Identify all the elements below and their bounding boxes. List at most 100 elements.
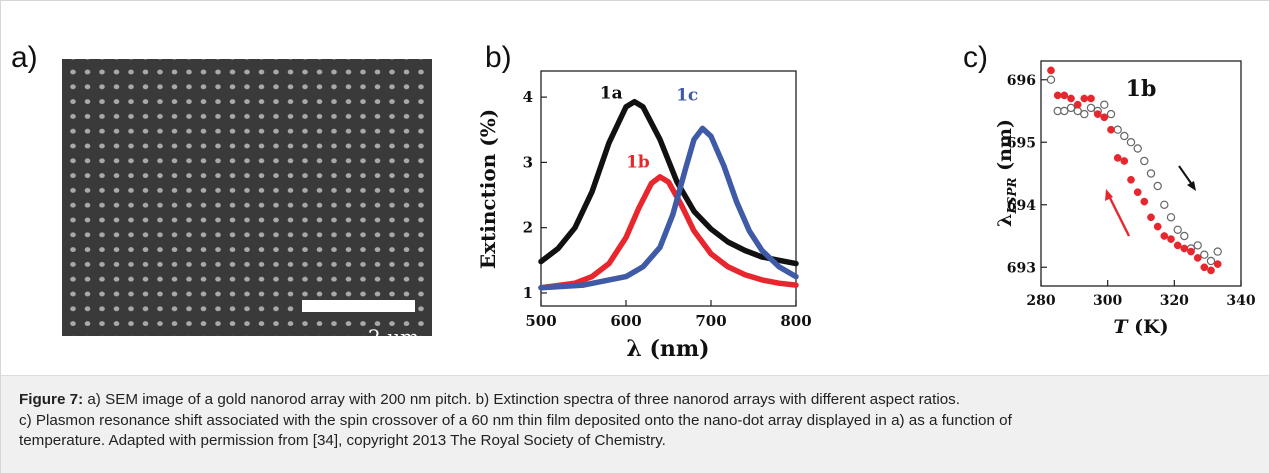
lspr-point-heating	[1160, 200, 1169, 209]
lspr-point-heating	[1206, 256, 1216, 266]
lspr-point-heating	[1200, 250, 1209, 259]
lspr-point-cooling	[1127, 175, 1135, 184]
lspr-chart: 280 300 320 340 693 694 695 696 1b T (K) λLSPR…	[994, 60, 1256, 338]
extinction-chart: 500 600 700 800 1 2 3 4 1a 1b 1c λ (nm) Extincti…	[476, 70, 811, 362]
lspr-point-heating	[1046, 75, 1056, 84]
caption-line-3: temperature. Adapted with permission fro…	[19, 432, 666, 449]
extinction-x-tick-label: 700	[695, 312, 726, 330]
extinction-y-tick-label: 1	[523, 284, 533, 302]
lspr-point-cooling	[1113, 154, 1122, 162]
lspr-point-cooling	[1160, 232, 1169, 240]
lspr-point-heating	[1126, 137, 1136, 147]
lspr-point-cooling	[1093, 110, 1102, 118]
lspr-y-axis-label: λLSPR (nm)	[994, 119, 1019, 227]
extinction-series-1c	[538, 125, 799, 291]
extinction-y-tick-label: 4	[523, 88, 533, 106]
lspr-point-cooling	[1087, 94, 1095, 103]
lspr-point-heating	[1066, 103, 1076, 113]
lspr-point-heating	[1173, 225, 1182, 234]
lspr-point-cooling	[1153, 222, 1162, 231]
lspr-point-heating	[1133, 144, 1142, 153]
lspr-y-tick-label: 694	[1007, 198, 1036, 214]
lspr-point-cooling	[1200, 263, 1209, 272]
lspr-point-heating	[1113, 125, 1122, 134]
lspr-x-tick-label: 320	[1160, 293, 1189, 309]
extinction-x-axis-label: λ (nm)	[626, 336, 709, 362]
panel-label-c: c)	[963, 41, 988, 74]
lspr-point-cooling	[1180, 244, 1189, 253]
extinction-series-1a	[538, 98, 799, 267]
lspr-x-tick-label: 280	[1026, 293, 1055, 309]
figure-caption: Figure 7: a) SEM image of a gold nanorod…	[1, 375, 1269, 473]
panel-label-b: b)	[485, 41, 512, 74]
lspr-point-heating	[1213, 247, 1222, 256]
caption-text: Figure 7: a) SEM image of a gold nanorod…	[19, 390, 1249, 452]
lspr-y-axis-sub: LSPR	[1005, 178, 1019, 215]
lspr-annotation: 1b	[1126, 76, 1157, 102]
extinction-series-1b	[538, 174, 799, 291]
extinction-plot-frame	[540, 70, 797, 307]
lspr-y-axis-unit: (nm)	[994, 119, 1016, 178]
lspr-point-cooling	[1173, 241, 1182, 250]
extinction-series-label-1a: 1a	[600, 83, 623, 103]
panel-label-a: a)	[11, 41, 38, 74]
lspr-point-heating	[1120, 131, 1129, 141]
lspr-point-cooling	[1140, 197, 1149, 206]
lspr-x-tick-label: 300	[1093, 293, 1122, 309]
lspr-point-cooling	[1047, 66, 1055, 75]
lspr-point-cooling	[1067, 94, 1075, 103]
sem-image: 2 μm	[62, 59, 432, 336]
lspr-point-heating	[1180, 231, 1189, 241]
caption-line-1: a) SEM image of a gold nanorod array wit…	[83, 391, 960, 408]
caption-figure-label: Figure 7:	[19, 391, 84, 408]
extinction-series-label-1b: 1b	[626, 153, 650, 173]
lspr-point-cooling	[1080, 94, 1089, 103]
lspr-y-tick-label: 695	[1007, 135, 1036, 151]
lspr-point-heating	[1060, 106, 1069, 116]
lspr-point-cooling	[1193, 254, 1202, 262]
lspr-point-cooling	[1100, 113, 1109, 122]
lspr-point-cooling	[1147, 213, 1155, 222]
extinction-x-tick-label: 600	[610, 312, 641, 330]
lspr-point-cooling	[1187, 247, 1195, 256]
caption-line-2: c) Plasmon resonance shift associated wi…	[19, 411, 1012, 429]
lspr-x-axis-label: T (K)	[1113, 316, 1168, 338]
sem-scale-label: 2 μm	[368, 325, 419, 336]
lspr-point-heating	[1193, 241, 1202, 250]
extinction-y-tick-label: 2	[523, 219, 533, 237]
heating-arrow	[1178, 165, 1196, 191]
lspr-point-heating	[1140, 156, 1149, 166]
lspr-point-heating	[1080, 109, 1089, 119]
lspr-point-cooling	[1060, 91, 1069, 100]
extinction-x-tick-label: 500	[525, 312, 556, 330]
lspr-point-cooling	[1207, 266, 1215, 275]
lspr-y-axis-main: λ	[994, 214, 1016, 227]
lspr-point-cooling	[1213, 260, 1222, 268]
lspr-point-cooling	[1133, 188, 1142, 197]
lspr-y-tick-label: 696	[1007, 73, 1036, 89]
lspr-point-heating	[1100, 100, 1109, 109]
lspr-point-heating	[1153, 181, 1162, 191]
lspr-y-tick-label: 693	[1007, 260, 1036, 276]
cooling-arrow	[1105, 189, 1131, 237]
lspr-x-axis-unit: (K)	[1128, 316, 1169, 338]
lspr-plot-frame	[1040, 60, 1242, 287]
lspr-point-heating	[1146, 169, 1156, 178]
lspr-x-tick-label: 340	[1226, 293, 1255, 309]
lspr-point-heating	[1086, 103, 1096, 113]
extinction-series-label-1c: 1c	[676, 85, 698, 105]
lspr-point-cooling	[1107, 125, 1115, 134]
lspr-point-cooling	[1073, 100, 1082, 109]
extinction-x-tick-label: 800	[780, 312, 811, 330]
lspr-point-heating	[1106, 109, 1116, 119]
sem-dot-pattern	[62, 59, 432, 336]
lspr-point-heating	[1166, 213, 1176, 222]
lspr-x-axis-var: T	[1113, 316, 1129, 338]
lspr-point-cooling	[1167, 235, 1175, 243]
lspr-point-cooling	[1120, 157, 1129, 165]
extinction-y-axis-label: Extinction (%)	[476, 109, 500, 269]
sem-scale-bar	[302, 300, 415, 312]
extinction-y-tick-label: 3	[523, 153, 533, 171]
lspr-point-cooling	[1053, 91, 1062, 100]
